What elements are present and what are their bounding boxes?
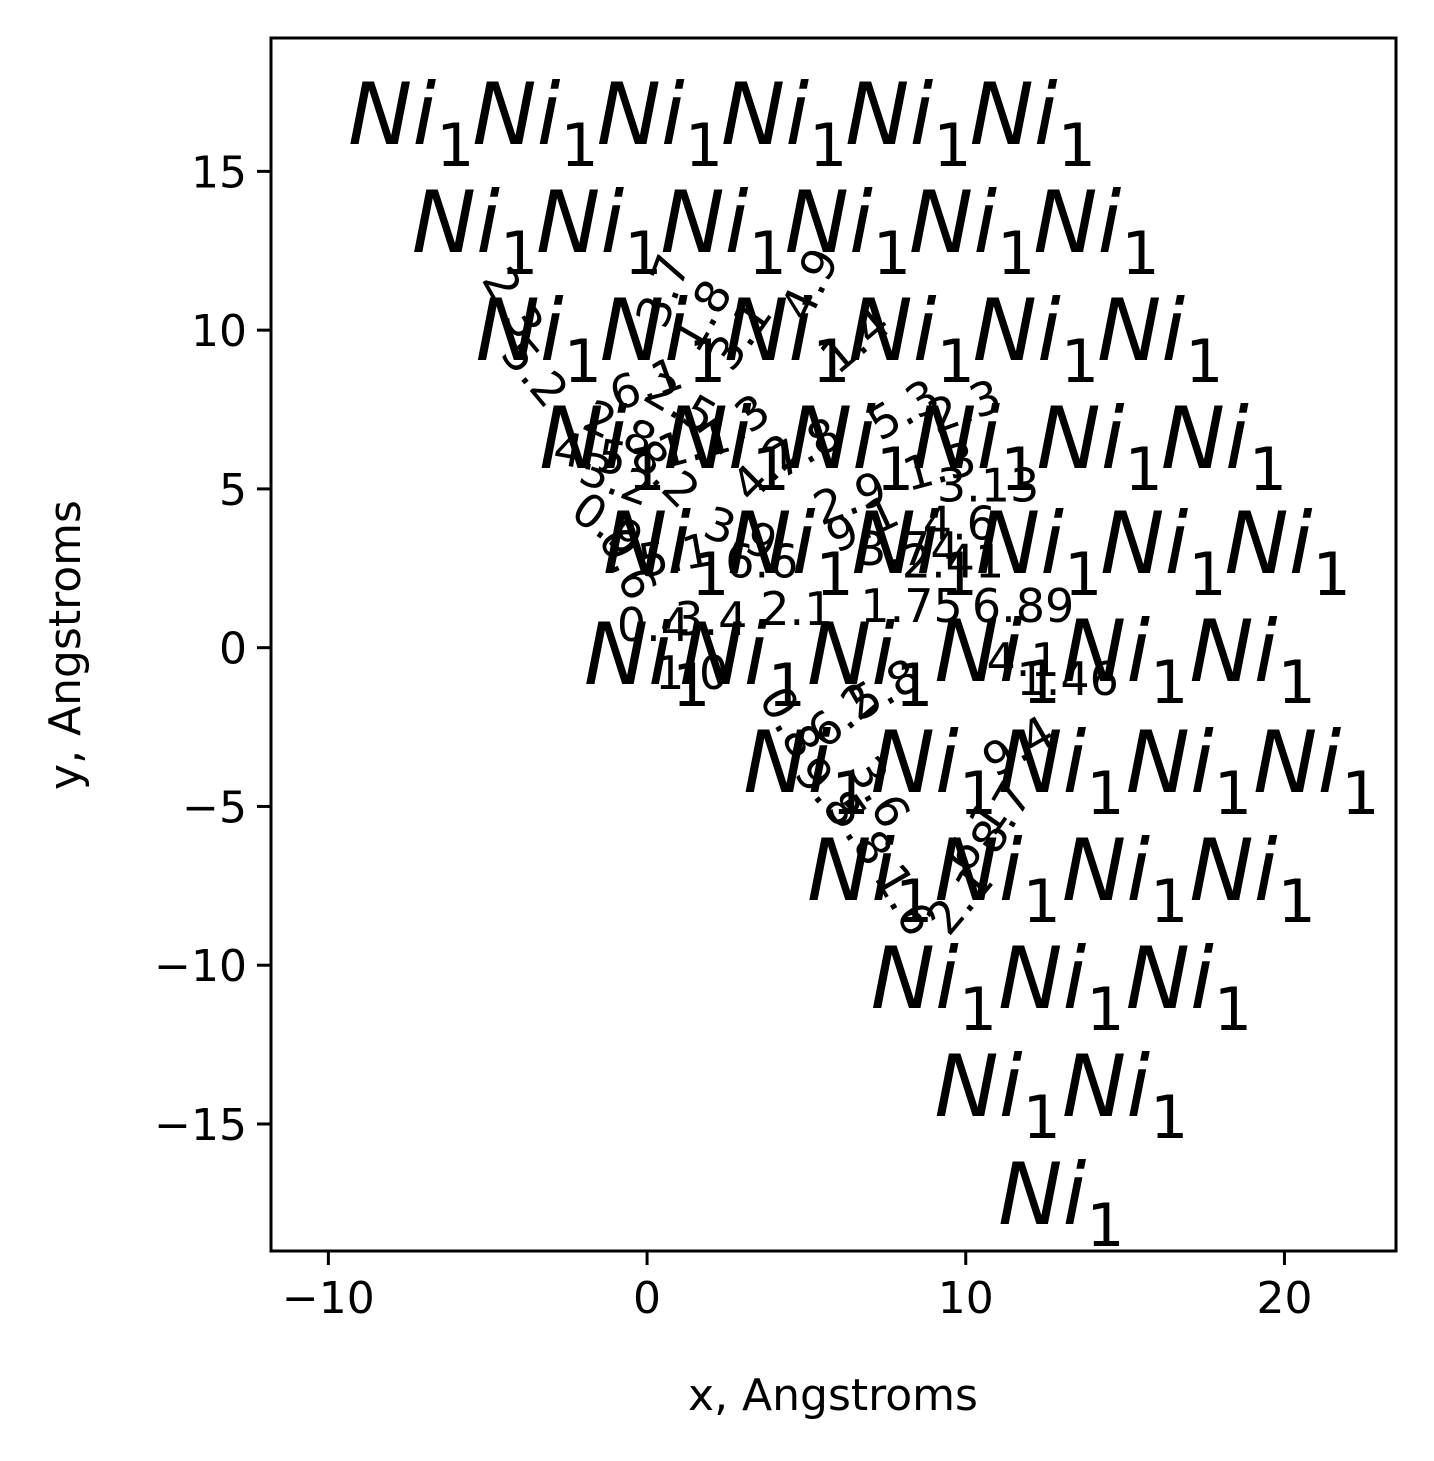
atom-label: Ni1: [852, 494, 978, 610]
y-tick-label: −5: [182, 782, 247, 833]
atom-label: Ni1: [969, 65, 1095, 181]
bond-length-label: 1.75: [860, 579, 962, 633]
atom-label: Ni1: [785, 173, 911, 289]
atom-label: Ni1: [807, 821, 933, 937]
bond-length-label: 4.5: [550, 421, 631, 487]
bond-length-label: 5.1: [634, 522, 715, 588]
atom-label: Ni1: [539, 389, 665, 505]
atom-label: Ni1: [727, 494, 853, 610]
atom-label: Ni1: [724, 281, 850, 397]
atom-label: Ni1: [807, 605, 933, 721]
atom-label: Ni1: [1033, 173, 1159, 289]
atom-label: Ni1: [1097, 281, 1223, 397]
atom-label: Ni1: [664, 389, 790, 505]
bond-length-label: 2.1: [760, 582, 833, 636]
x-axis-label: x, Angstroms: [688, 1370, 978, 1421]
y-tick-label: 5: [219, 465, 247, 516]
atom-label: Ni1: [848, 281, 974, 397]
bond-length-label: 6.89: [972, 579, 1074, 633]
axis-ticks: −10 0 10 20 −15 −10 −5 0 5 10 15: [154, 147, 1312, 1324]
atom-label: Ni1: [934, 821, 1060, 937]
atom-label: Ni1: [721, 65, 847, 181]
y-axis-label: y, Angstroms: [40, 500, 91, 790]
bond-length-label: 3.74: [857, 522, 959, 576]
bond-length-label: 1.0: [655, 646, 728, 700]
atom-label: Ni1: [1062, 821, 1188, 937]
bond-length-label: 3.4: [674, 592, 747, 646]
atom-label: Ni1: [1126, 929, 1252, 1045]
axes-frame: [269, 36, 1398, 1253]
atom-label: Ni1: [1062, 602, 1188, 718]
atom-label: Ni1: [1100, 494, 1226, 610]
atom-label: Ni1: [679, 605, 805, 721]
atom-label: Ni1: [1036, 389, 1162, 505]
atom-label: Ni1: [912, 389, 1038, 505]
atom-label: Ni1: [536, 173, 662, 289]
bond-length-label: 4.1: [987, 633, 1060, 687]
plot-frame: [269, 36, 1398, 1253]
atom-label: Ni1: [348, 65, 474, 181]
x-tick-label: −10: [282, 1273, 375, 1324]
atom-label: Ni1: [472, 65, 598, 181]
atom-label: Ni1: [1253, 713, 1379, 829]
y-tick-label: 0: [219, 624, 247, 675]
atom-label: Ni1: [976, 494, 1102, 610]
atom-label: Ni1: [909, 173, 1035, 289]
y-tick-label: 15: [191, 147, 247, 198]
bond-length-label: 3.13: [937, 458, 1039, 512]
atom-label: Ni1: [600, 281, 726, 397]
atom-label: Ni1: [1126, 713, 1252, 829]
atom-label: Ni1: [1224, 494, 1350, 610]
x-tick-label: 10: [938, 1273, 994, 1324]
y-tick-label: −10: [154, 941, 247, 992]
atom-label: Ni1: [603, 494, 729, 610]
y-tick-label: 10: [191, 306, 247, 357]
bond-length-label: 0.4: [617, 598, 690, 652]
atom-label: Ni1: [973, 281, 1099, 397]
atom-label: Ni1: [1161, 389, 1287, 505]
atom-label: Ni1: [871, 713, 997, 829]
bond-length-label: 2.41: [902, 535, 1004, 589]
atom-label: Ni1: [412, 173, 538, 289]
bond-length-label: 1.46: [1017, 652, 1119, 706]
atom-label: Ni1: [660, 173, 786, 289]
atom-label: Ni1: [871, 929, 997, 1045]
bond-length-label: 4.6: [923, 497, 996, 551]
atom-labels: Ni1Ni1Ni1Ni1Ni1Ni1Ni1Ni1Ni1Ni1Ni1Ni1Ni1N…: [348, 65, 1380, 1261]
x-tick-label: 0: [633, 1273, 661, 1324]
atom-label: Ni1: [998, 929, 1124, 1045]
atom-label: Ni1: [998, 713, 1124, 829]
atom-label: Ni1: [597, 65, 723, 181]
atom-label: Ni1: [998, 1145, 1124, 1261]
atom-label: Ni1: [743, 713, 869, 829]
atom-label: Ni1: [1189, 821, 1315, 937]
atom-label: Ni1: [788, 389, 914, 505]
bond-length-label: 6.6: [725, 535, 798, 589]
atom-label: Ni1: [475, 281, 601, 397]
atom-label: Ni1: [934, 602, 1060, 718]
atom-label: Ni1: [934, 1037, 1060, 1153]
x-tick-label: 20: [1256, 1273, 1312, 1324]
atom-label: Ni1: [1189, 602, 1315, 718]
atom-label: Ni1: [845, 65, 971, 181]
atom-label: Ni1: [584, 605, 710, 721]
y-tick-label: −15: [154, 1100, 247, 1151]
atom-label: Ni1: [1062, 1037, 1188, 1153]
